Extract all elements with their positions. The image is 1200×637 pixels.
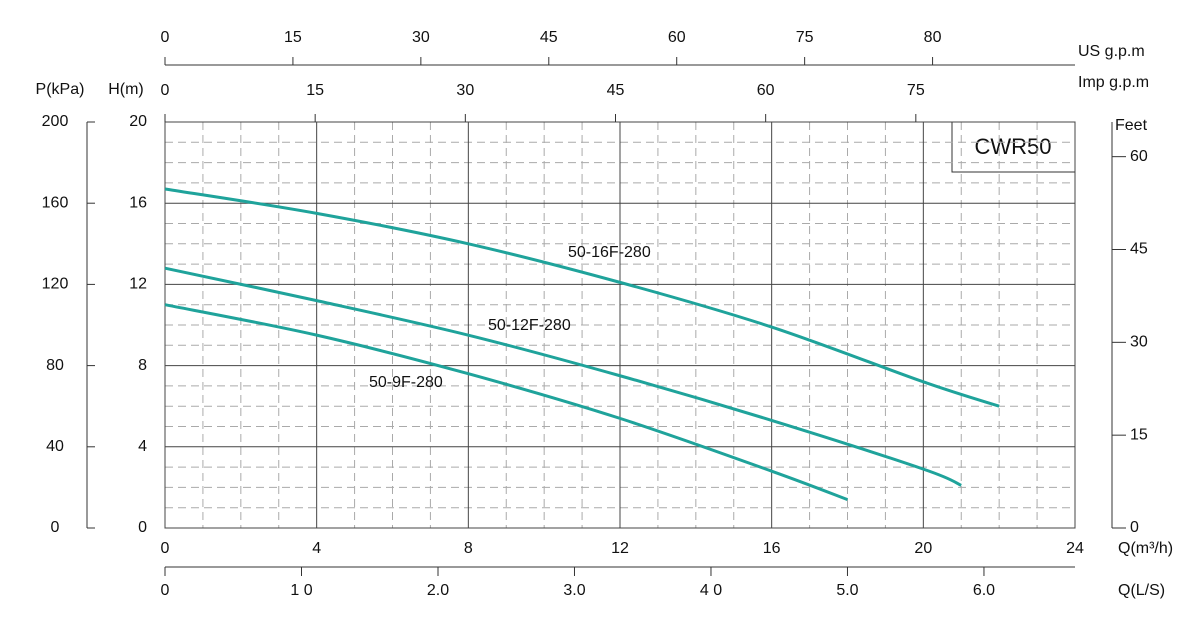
y-tick-label: 12 — [129, 276, 147, 293]
y3-tick-label: 30 — [1130, 334, 1148, 351]
x2-tick-label: 60 — [668, 29, 686, 46]
pump-curve — [164, 303, 849, 501]
y3-tick-label: 0 — [1130, 519, 1139, 536]
y2-tick-label: 0 — [51, 519, 60, 536]
x2-tick-label: 75 — [796, 29, 814, 46]
x4-tick-label: 2.0 — [427, 582, 449, 599]
y-tick-label: 16 — [129, 194, 147, 211]
y2-tick-label: 200 — [42, 113, 69, 130]
x-tick-label: 12 — [611, 540, 629, 557]
y-tick-label: 0 — [138, 519, 147, 536]
x2-axis-label: US g.p.m — [1078, 43, 1145, 60]
y2-axis-label: P(kPa) — [36, 81, 85, 98]
model-label: CWR50 — [974, 134, 1051, 159]
x3-tick-label: 45 — [607, 82, 625, 99]
x4-tick-label: 4 0 — [700, 582, 722, 599]
y2-tick-label: 120 — [42, 276, 69, 293]
x3-tick-label: 0 — [161, 82, 170, 99]
x4-tick-label: 3.0 — [563, 582, 585, 599]
x2-tick-label: 15 — [284, 29, 302, 46]
x4-tick-label: 0 — [161, 582, 170, 599]
x3-tick-label: 15 — [306, 82, 324, 99]
x-tick-label: 4 — [312, 540, 321, 557]
curve-label: 50-16F-280 — [568, 244, 651, 261]
y2-tick-label: 40 — [46, 438, 64, 455]
y3-axis-label: Feet — [1115, 117, 1148, 134]
x-axis-label: Q(m³/h) — [1118, 540, 1173, 557]
y-axis-label: H(m) — [108, 81, 144, 98]
y3-tick-label: 15 — [1130, 426, 1148, 443]
y-tick-label: 8 — [138, 357, 147, 374]
x-tick-label: 8 — [464, 540, 473, 557]
x2-tick-label: 30 — [412, 29, 430, 46]
x-tick-label: 20 — [914, 540, 932, 557]
y-tick-label: 20 — [129, 113, 147, 130]
x-tick-label: 16 — [763, 540, 781, 557]
pump-curve — [164, 187, 1000, 408]
x2-tick-label: 80 — [924, 29, 942, 46]
x4-tick-label: 6.0 — [973, 582, 995, 599]
x-tick-label: 24 — [1066, 540, 1084, 557]
x3-tick-label: 30 — [456, 82, 474, 99]
x-tick-label: 0 — [161, 540, 170, 557]
y2-tick-label: 160 — [42, 194, 69, 211]
x2-tick-label: 0 — [161, 29, 170, 46]
x3-axis-label: Imp g.p.m — [1078, 74, 1149, 91]
y3-tick-label: 60 — [1130, 148, 1148, 165]
x4-tick-label: 1 0 — [290, 582, 312, 599]
curve-label: 50-12F-280 — [488, 317, 571, 334]
y3-tick-label: 45 — [1130, 241, 1148, 258]
y-tick-label: 4 — [138, 438, 147, 455]
pump-curve — [164, 266, 962, 487]
y2-tick-label: 80 — [46, 357, 64, 374]
x2-tick-label: 45 — [540, 29, 558, 46]
x3-tick-label: 60 — [757, 82, 775, 99]
x4-tick-label: 5.0 — [836, 582, 858, 599]
curve-label: 50-9F-280 — [369, 374, 443, 391]
x4-axis-label: Q(L/S) — [1118, 582, 1165, 599]
x3-tick-label: 75 — [907, 82, 925, 99]
